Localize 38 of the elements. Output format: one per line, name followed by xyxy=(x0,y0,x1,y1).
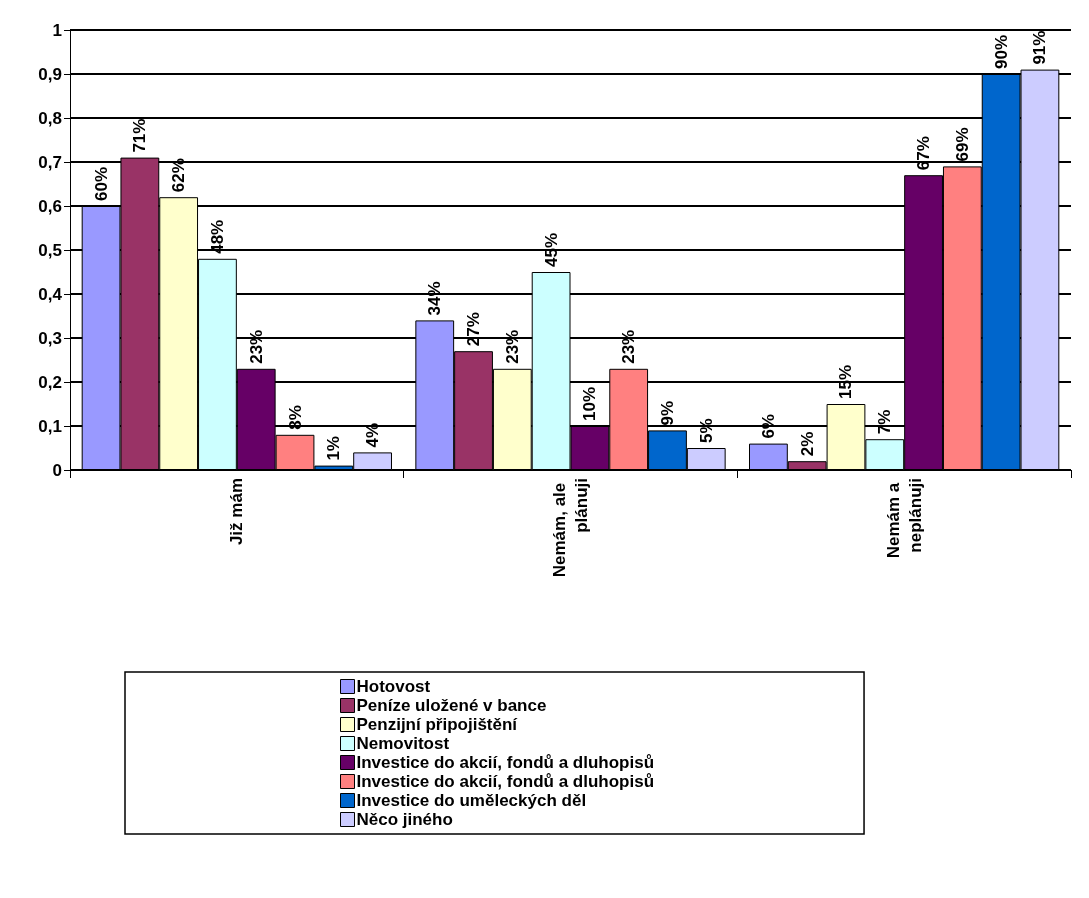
data-label: 69% xyxy=(952,127,972,162)
data-label: 2% xyxy=(797,431,817,457)
legend-label: Investice do akcií, fondů a dluhopisů xyxy=(356,753,655,772)
data-label: 5% xyxy=(696,418,716,443)
y-tick-label: 0,8 xyxy=(38,108,62,128)
data-label: 23% xyxy=(246,329,266,364)
y-tick-label: 0 xyxy=(52,460,62,480)
y-tick-label: 0,9 xyxy=(38,64,62,84)
data-label: 27% xyxy=(464,312,484,347)
legend-label: Hotovost xyxy=(356,677,431,696)
y-tick-label: 0,5 xyxy=(38,240,62,260)
y-tick-label: 0,3 xyxy=(38,328,62,348)
y-tick-label: 0,4 xyxy=(38,284,63,304)
legend-label: Něco jiného xyxy=(356,810,453,829)
legend-label: Investice do akcií, fondů a dluhopisů xyxy=(356,772,655,791)
y-tick-label: 0,1 xyxy=(38,416,62,436)
x-tick-label: Nemám, ale plánuji xyxy=(550,478,591,578)
legend-label: Peníze uložené v bance xyxy=(356,696,547,715)
data-label: 10% xyxy=(580,386,600,421)
data-label: 1% xyxy=(324,436,344,461)
data-label: 67% xyxy=(914,136,934,171)
legend-label: Penzijní připojištění xyxy=(356,715,519,734)
y-tick-label: 1 xyxy=(52,20,62,40)
x-tick-label: Nemám a neplánuji xyxy=(883,478,925,559)
x-tick-label: Již mám xyxy=(227,478,247,546)
y-tick-label: 0,7 xyxy=(38,152,62,172)
data-label: 91% xyxy=(1030,30,1050,65)
data-label: 7% xyxy=(875,409,895,435)
data-label: 9% xyxy=(657,400,677,426)
data-label: 60% xyxy=(91,166,111,201)
data-label: 23% xyxy=(619,329,639,364)
y-tick-label: 0,6 xyxy=(38,196,62,216)
data-label: 90% xyxy=(991,34,1011,69)
data-label: 71% xyxy=(130,118,150,153)
legend-label: Nemovitost xyxy=(356,734,450,753)
data-label: 23% xyxy=(502,329,522,364)
legend-label: Investice do uměleckých děl xyxy=(356,791,587,810)
y-tick-label: 0,2 xyxy=(38,372,62,392)
